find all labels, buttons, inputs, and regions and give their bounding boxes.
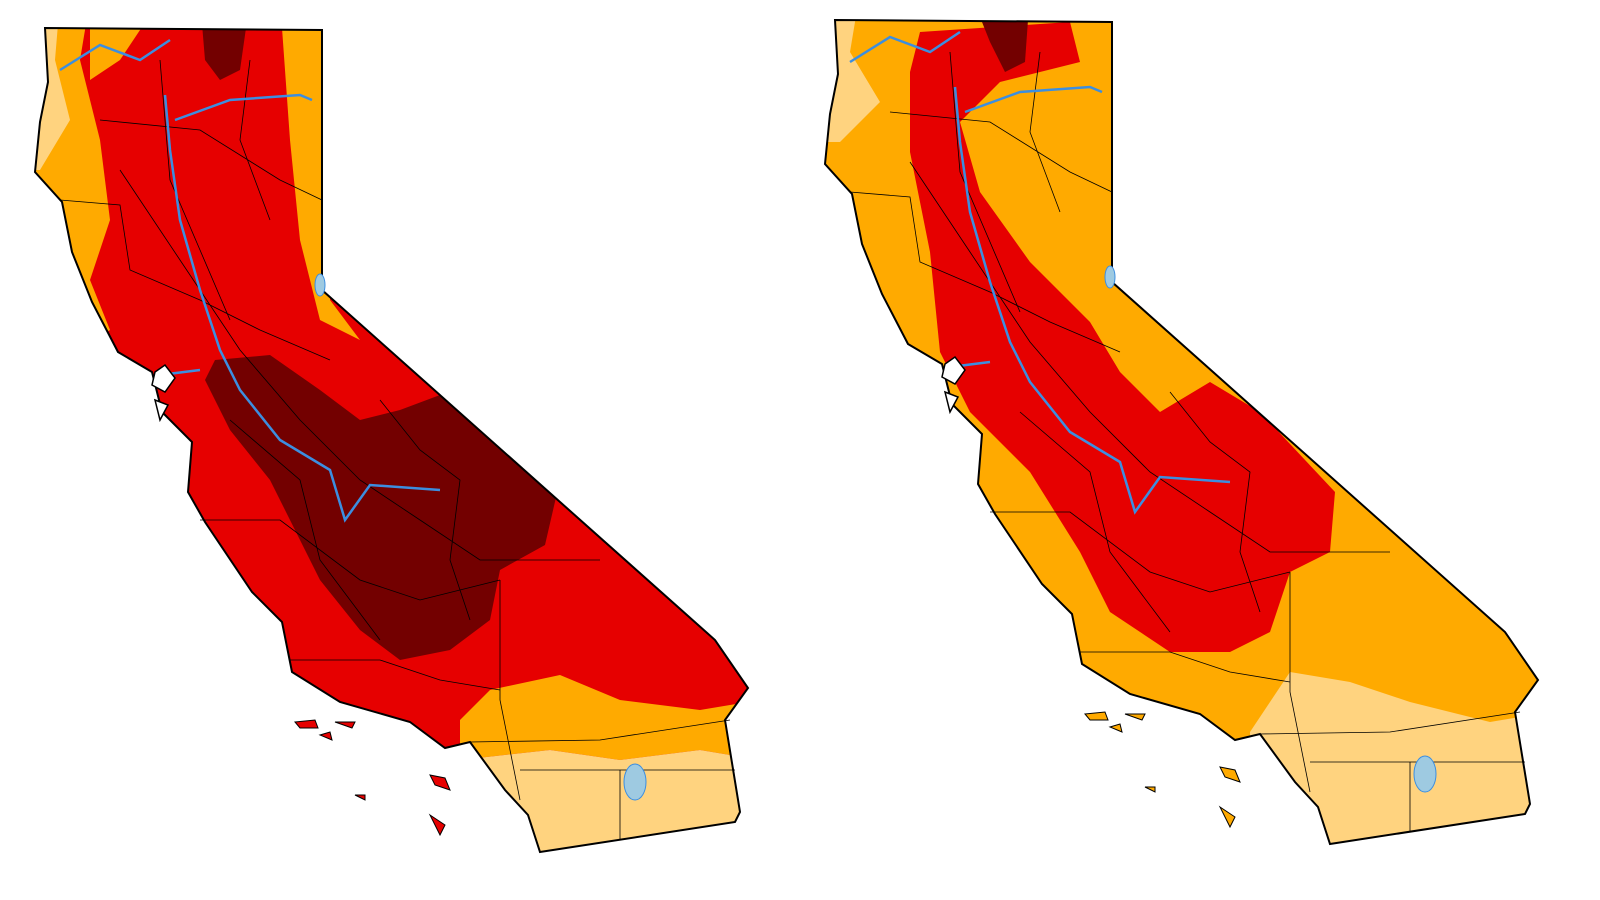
- drought-fill: [825, 20, 1538, 844]
- map-right: [823, 18, 1540, 846]
- drought-fill: [35, 28, 748, 852]
- map-left: [33, 26, 750, 854]
